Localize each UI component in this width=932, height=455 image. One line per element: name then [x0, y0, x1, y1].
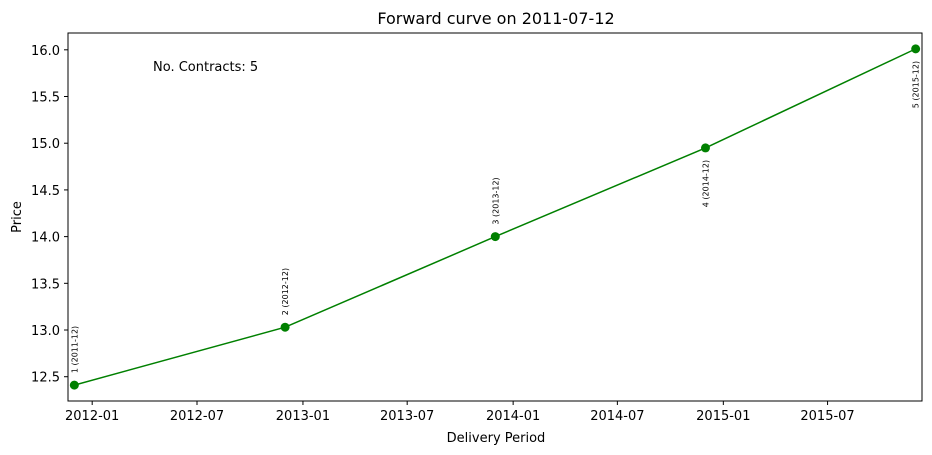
chart-title: Forward curve on 2011-07-12 [377, 9, 614, 28]
y-tick-label: 14.0 [31, 231, 60, 246]
data-point-label: 3 (2013-12) [491, 177, 500, 224]
data-point-marker [280, 322, 290, 332]
x-tick-label: 2012-07 [170, 409, 224, 424]
y-tick-label: 16.0 [31, 44, 60, 59]
x-tick-label: 2013-07 [380, 409, 434, 424]
data-point-marker [911, 44, 921, 54]
y-tick-label: 15.5 [31, 91, 60, 106]
x-tick-label: 2012-01 [65, 409, 119, 424]
y-tick-label: 13.5 [31, 277, 60, 292]
data-point-label: 2 (2012-12) [281, 268, 290, 315]
data-point-marker [69, 380, 79, 390]
x-tick-label: 2014-01 [486, 409, 540, 424]
x-tick-label: 2015-07 [800, 409, 854, 424]
data-point-marker [490, 232, 500, 242]
x-axis-label: Delivery Period [447, 431, 546, 446]
contracts-count-annotation: No. Contracts: 5 [153, 60, 258, 75]
y-tick-label: 15.0 [31, 137, 60, 152]
y-tick-label: 12.5 [31, 371, 60, 386]
y-tick-label: 13.0 [31, 324, 60, 339]
y-axis-label: Price [10, 201, 25, 233]
data-point-label: 5 (2015-12) [912, 61, 921, 108]
plot-area-frame [67, 32, 923, 402]
data-point-marker [700, 143, 710, 153]
x-tick-label: 2015-01 [696, 409, 750, 424]
data-point-label: 1 (2011-12) [70, 326, 79, 373]
x-tick-label: 2013-01 [276, 409, 330, 424]
y-tick-label: 14.5 [31, 184, 60, 199]
x-tick-label: 2014-07 [590, 409, 644, 424]
data-point-label: 4 (2014-12) [701, 160, 710, 207]
